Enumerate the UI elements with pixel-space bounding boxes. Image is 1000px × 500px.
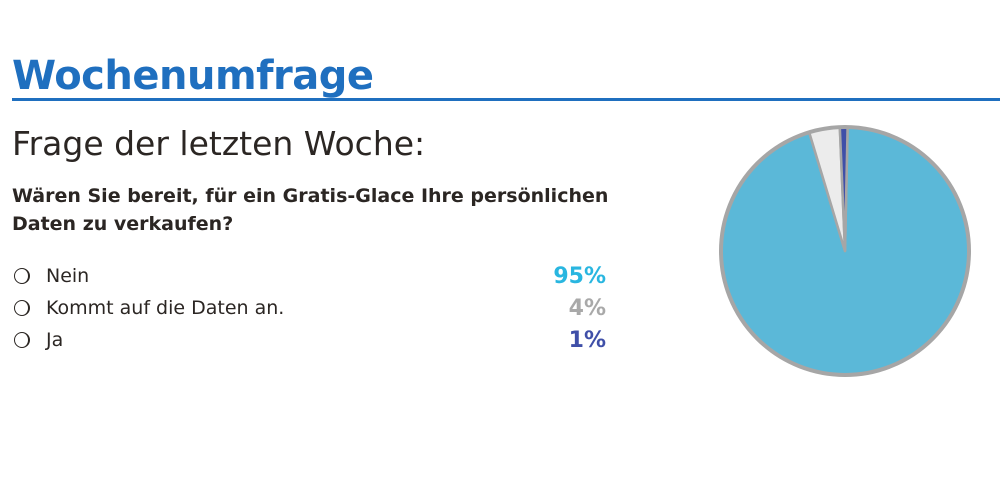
option-percent: 95% xyxy=(553,263,606,289)
option-percent: 1% xyxy=(568,327,606,353)
radio-icon[interactable] xyxy=(14,332,30,348)
pie-chart-svg xyxy=(719,125,971,377)
radio-icon[interactable] xyxy=(14,300,30,316)
subtitle: Frage der letzten Woche: xyxy=(12,124,426,163)
page-title: Wochenumfrage xyxy=(12,53,374,99)
radio-icon[interactable] xyxy=(14,268,30,284)
poll-question: Wären Sie bereit, für ein Gratis-Glace I… xyxy=(12,185,609,235)
option-label: Kommt auf die Daten an. xyxy=(46,297,285,319)
option-kommt-auf-die-daten-an[interactable]: Kommt auf die Daten an. 4% xyxy=(12,292,612,324)
poll-options: Nein 95% Kommt auf die Daten an. 4% Ja 1… xyxy=(12,260,612,356)
pie-chart xyxy=(716,122,974,380)
option-ja[interactable]: Ja 1% xyxy=(12,324,612,356)
option-label: Ja xyxy=(46,329,64,351)
option-label: Nein xyxy=(46,265,90,287)
pie-outline xyxy=(719,125,971,377)
option-percent: 4% xyxy=(568,295,606,321)
option-nein[interactable]: Nein 95% xyxy=(12,260,612,292)
title-divider xyxy=(12,98,1000,101)
